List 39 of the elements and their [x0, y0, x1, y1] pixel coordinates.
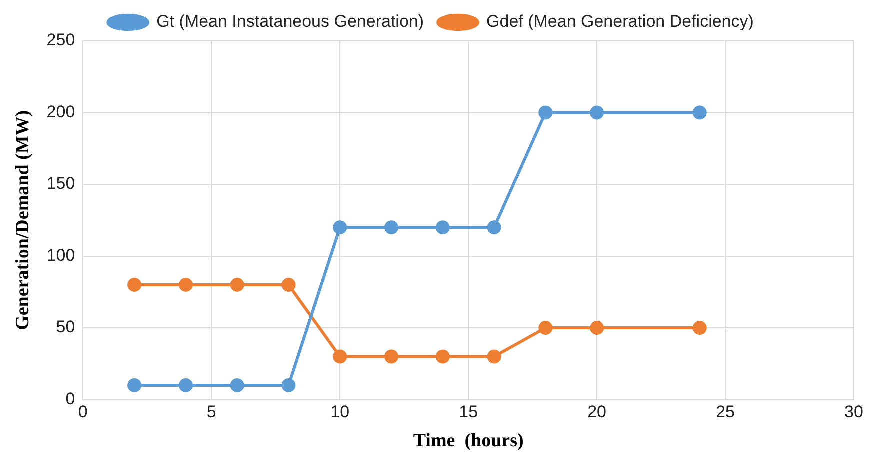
- x-tick-label: 0: [78, 402, 88, 422]
- y-tick-label: 0: [66, 389, 76, 408]
- point: [282, 378, 296, 392]
- point: [487, 220, 502, 235]
- point: [538, 106, 553, 120]
- point: [384, 220, 398, 235]
- x-tick-label: 25: [716, 402, 735, 422]
- y-axis-title: Generation/Demand (MW): [12, 110, 34, 330]
- y-tick-label: 50: [56, 318, 76, 337]
- y-tick-label: 250: [46, 30, 76, 50]
- x-tick-label: 5: [206, 402, 216, 422]
- point: [128, 378, 142, 392]
- point: [333, 350, 348, 364]
- point: [436, 350, 450, 364]
- y-tick-label: 150: [46, 174, 76, 194]
- point: [333, 220, 348, 235]
- x-tick-label: 10: [330, 402, 350, 422]
- y-tick-label: 100: [46, 246, 76, 265]
- point: [590, 321, 604, 336]
- x-tick-label: 30: [844, 402, 864, 422]
- point: [230, 278, 244, 292]
- point: [692, 321, 707, 336]
- legend-label: Gdef (Mean Generation Deficiency): [486, 12, 754, 32]
- point: [178, 278, 193, 292]
- point: [538, 321, 553, 336]
- x-axis-title: Time (hours): [413, 430, 524, 452]
- point: [590, 106, 604, 120]
- y-tick-label: 200: [46, 102, 76, 122]
- point: [487, 350, 502, 364]
- point: [230, 378, 244, 392]
- point: [436, 220, 450, 235]
- point: [178, 378, 193, 392]
- x-tick-label: 15: [459, 402, 478, 422]
- x-tick-label: 20: [588, 402, 607, 422]
- point: [384, 350, 398, 364]
- point: [128, 278, 142, 292]
- point: [692, 106, 707, 120]
- point: [282, 278, 296, 292]
- legend-label: Gt (Mean Instataneous Generation): [156, 12, 424, 32]
